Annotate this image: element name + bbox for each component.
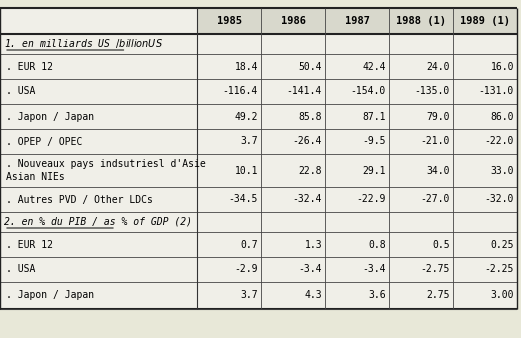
Text: 1. en milliards US $ / billion US $: 1. en milliards US $ / billion US $ (4, 38, 163, 50)
Text: Asian NIEs: Asian NIEs (6, 172, 65, 182)
Text: 1.3: 1.3 (304, 240, 322, 249)
Text: 3.7: 3.7 (240, 137, 258, 146)
Text: 3.7: 3.7 (240, 290, 258, 300)
Text: 50.4: 50.4 (299, 62, 322, 72)
Text: 1987: 1987 (344, 16, 369, 26)
Text: 49.2: 49.2 (234, 112, 258, 121)
Text: -2.75: -2.75 (420, 265, 450, 274)
Text: 1985: 1985 (217, 16, 242, 26)
Text: 1986: 1986 (280, 16, 305, 26)
Text: 86.0: 86.0 (490, 112, 514, 121)
Text: 79.0: 79.0 (427, 112, 450, 121)
Text: . EUR 12: . EUR 12 (6, 62, 53, 72)
Text: 0.5: 0.5 (432, 240, 450, 249)
Text: 24.0: 24.0 (427, 62, 450, 72)
Text: 29.1: 29.1 (363, 166, 386, 175)
Text: 3.00: 3.00 (490, 290, 514, 300)
Text: -2.25: -2.25 (485, 265, 514, 274)
Text: -32.0: -32.0 (485, 194, 514, 204)
Text: -2.9: -2.9 (234, 265, 258, 274)
Text: 1988 (1): 1988 (1) (396, 16, 446, 26)
Text: . OPEP / OPEC: . OPEP / OPEC (6, 137, 82, 146)
Text: -9.5: -9.5 (363, 137, 386, 146)
Text: . Nouveaux pays indsutriesl d'Asie: . Nouveaux pays indsutriesl d'Asie (6, 159, 206, 169)
Text: -26.4: -26.4 (293, 137, 322, 146)
Text: -141.4: -141.4 (287, 87, 322, 97)
Text: 0.8: 0.8 (368, 240, 386, 249)
Text: 16.0: 16.0 (490, 62, 514, 72)
Text: 22.8: 22.8 (299, 166, 322, 175)
Text: 10.1: 10.1 (234, 166, 258, 175)
Text: 4.3: 4.3 (304, 290, 322, 300)
Text: . USA: . USA (6, 265, 35, 274)
Text: 34.0: 34.0 (427, 166, 450, 175)
Text: . Japon / Japan: . Japon / Japan (6, 290, 94, 300)
Text: -131.0: -131.0 (479, 87, 514, 97)
Text: 2. en % du PIB / as % of GDP (2): 2. en % du PIB / as % of GDP (2) (4, 217, 192, 227)
Text: -135.0: -135.0 (415, 87, 450, 97)
Text: . Japon / Japan: . Japon / Japan (6, 112, 94, 121)
Text: 3.6: 3.6 (368, 290, 386, 300)
Text: -116.4: -116.4 (223, 87, 258, 97)
Text: -32.4: -32.4 (293, 194, 322, 204)
Text: -27.0: -27.0 (420, 194, 450, 204)
Text: 2.75: 2.75 (427, 290, 450, 300)
Text: 1989 (1): 1989 (1) (460, 16, 510, 26)
Text: 18.4: 18.4 (234, 62, 258, 72)
Text: 0.7: 0.7 (240, 240, 258, 249)
Text: -3.4: -3.4 (363, 265, 386, 274)
Text: 0.25: 0.25 (490, 240, 514, 249)
Text: -22.0: -22.0 (485, 137, 514, 146)
Text: -154.0: -154.0 (351, 87, 386, 97)
Text: . USA: . USA (6, 87, 35, 97)
Text: . EUR 12: . EUR 12 (6, 240, 53, 249)
Bar (197, 8, 517, 34)
Text: 85.8: 85.8 (299, 112, 322, 121)
Text: 42.4: 42.4 (363, 62, 386, 72)
Bar (0, 8, 517, 309)
Text: -21.0: -21.0 (420, 137, 450, 146)
Text: 87.1: 87.1 (363, 112, 386, 121)
Text: -3.4: -3.4 (299, 265, 322, 274)
Text: . Autres PVD / Other LDCs: . Autres PVD / Other LDCs (6, 194, 153, 204)
Text: -34.5: -34.5 (229, 194, 258, 204)
Text: -22.9: -22.9 (357, 194, 386, 204)
Text: 33.0: 33.0 (490, 166, 514, 175)
